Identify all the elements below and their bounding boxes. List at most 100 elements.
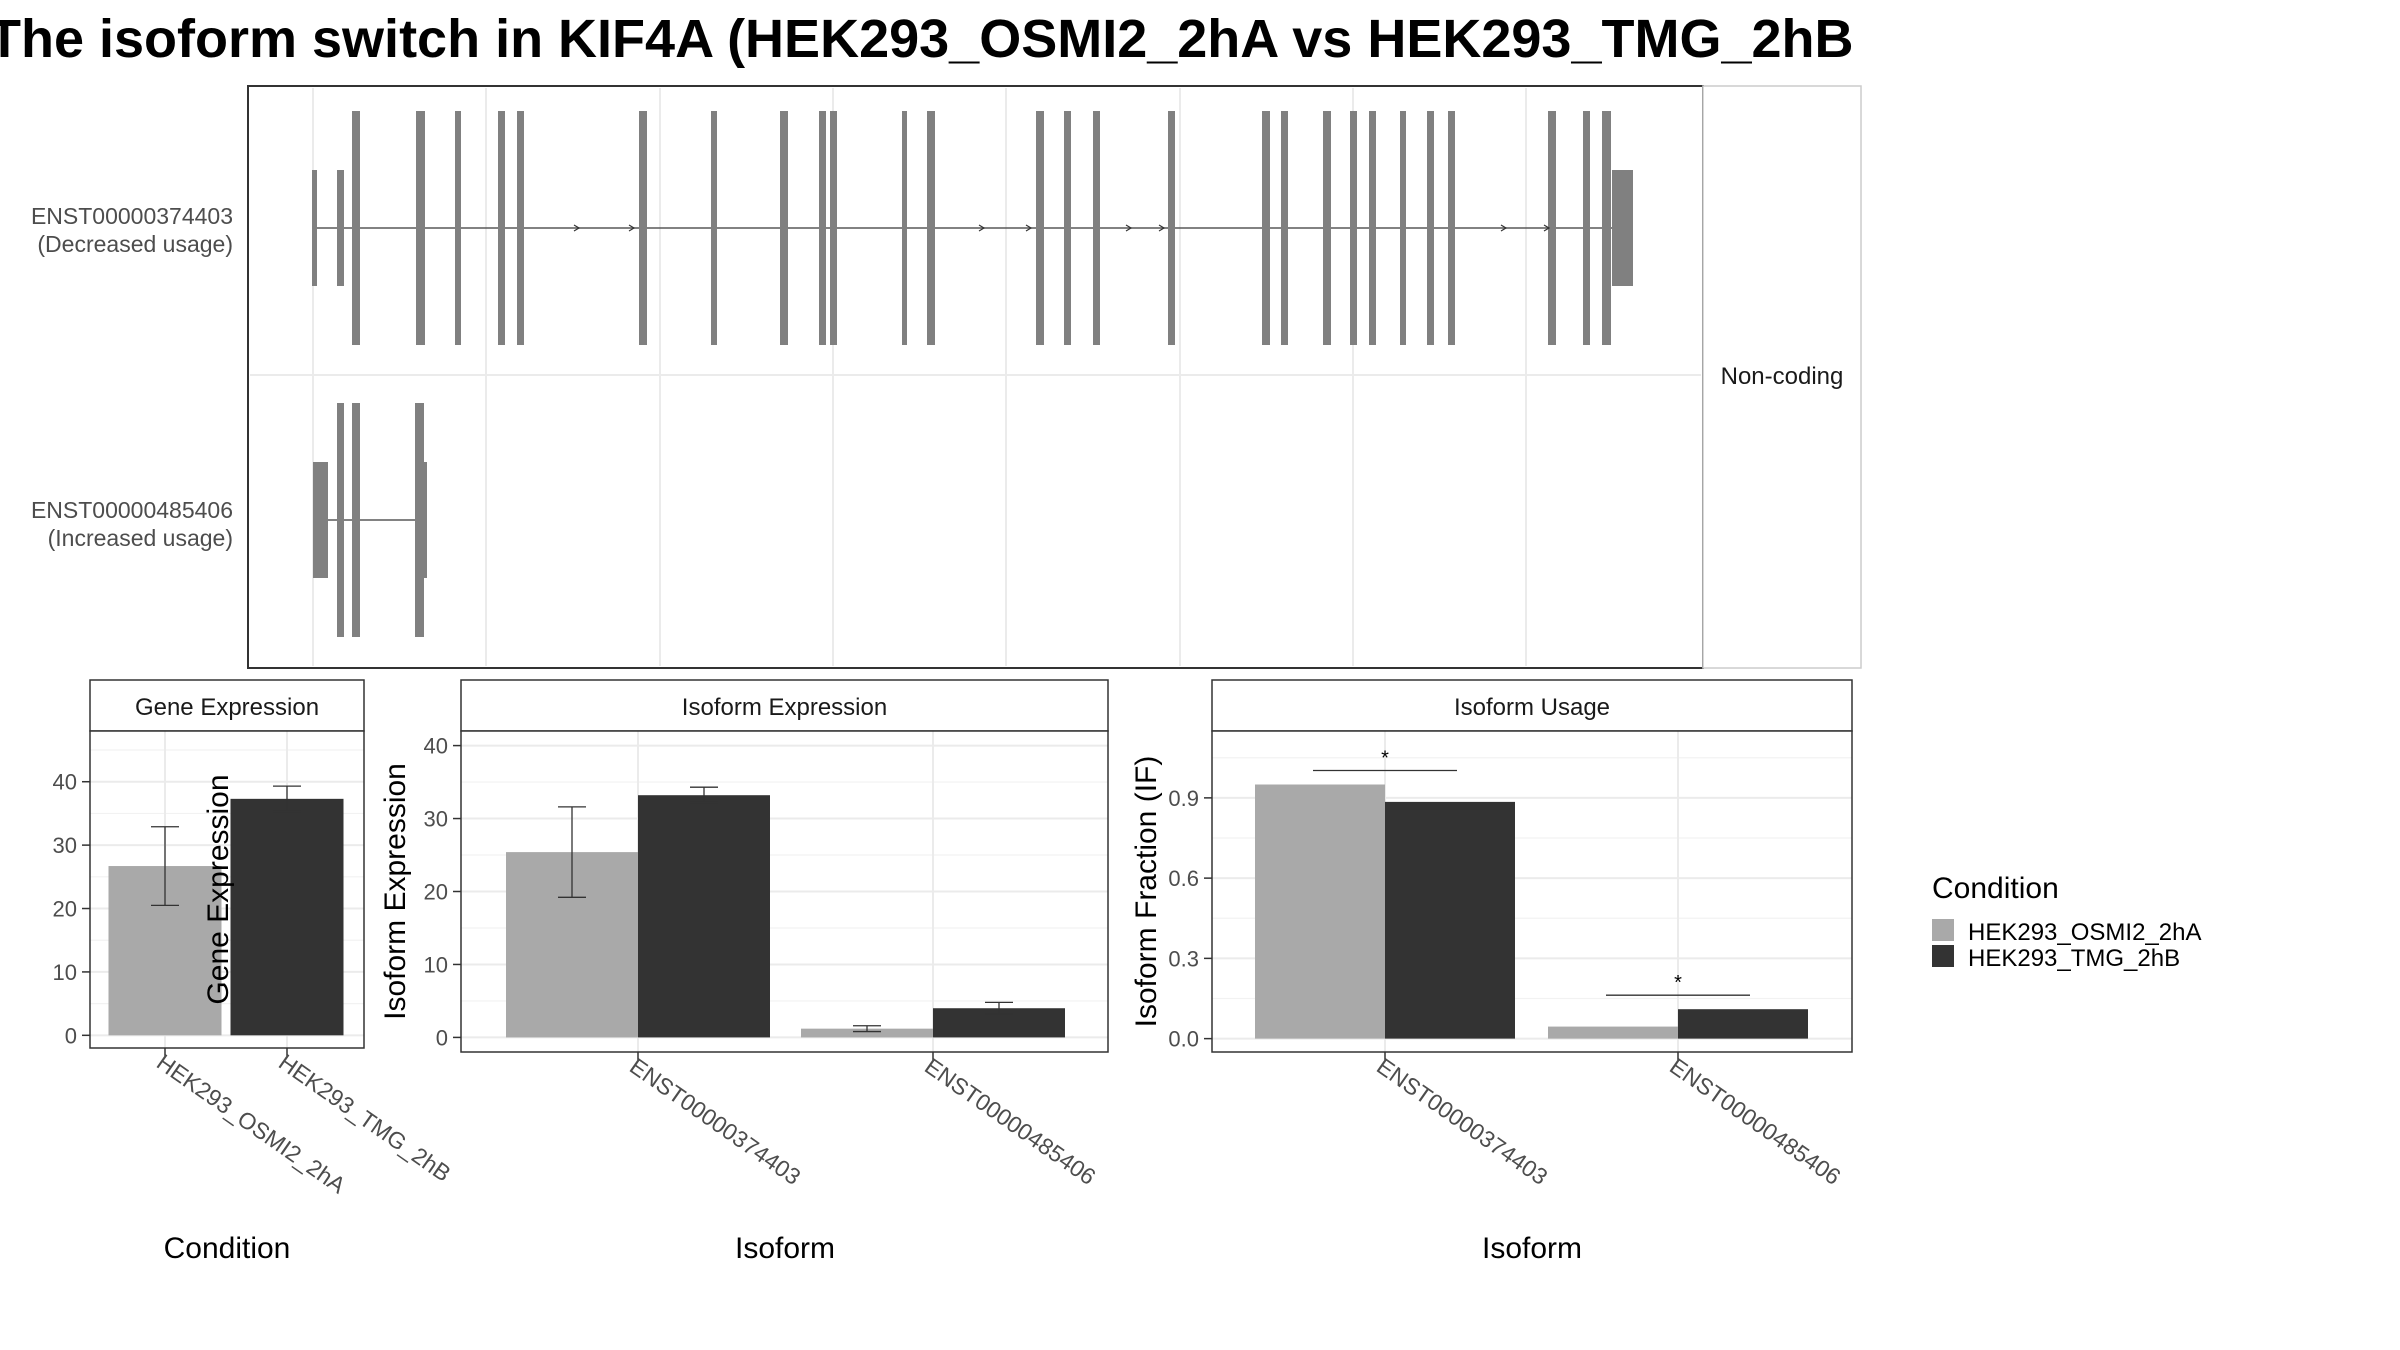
exon xyxy=(927,111,935,345)
strand-arrow xyxy=(1025,224,1033,232)
chart-panel-2: Isoform Expression 0 10 20 30 40 ENST000003744… xyxy=(379,679,1109,1265)
figure-title: The isoform switch in KIF4A (HEK293_OSMI… xyxy=(0,9,1854,69)
transcript-structures xyxy=(312,111,1633,637)
x-axis-title: Isoform xyxy=(1482,1232,1582,1265)
significance-label: * xyxy=(1381,748,1389,770)
panel-title: Isoform Usage xyxy=(1454,694,1610,721)
y-tick-label: 0.3 xyxy=(1168,946,1199,971)
exon xyxy=(819,111,826,345)
exon xyxy=(830,111,837,345)
bar xyxy=(1678,1009,1808,1039)
transcript-1-usage: (Decreased usage) xyxy=(37,231,233,257)
exon xyxy=(1064,111,1071,345)
strand-arrow xyxy=(1543,224,1551,232)
x-tick-label: ENST00000485406 xyxy=(920,1053,1100,1190)
panel-title: Isoform Expression xyxy=(682,694,887,721)
bar-chart-panels: Gene Expression010203040HEK293_OSMI2_2hA… xyxy=(53,679,1853,1265)
structure-gridlines xyxy=(250,88,1701,666)
x-tick-label: ENST00000374403 xyxy=(1372,1053,1552,1190)
legend: Condition HEK293_OSMI2_2hA HEK293_TMG_2h… xyxy=(1932,872,2201,972)
y-tick-label: 30 xyxy=(53,833,77,858)
legend-label-b: HEK293_TMG_2hB xyxy=(1968,945,2180,972)
bar xyxy=(1548,1026,1678,1039)
y-axis-title: Isoform Expression xyxy=(379,763,412,1020)
bar xyxy=(1385,801,1515,1039)
exon xyxy=(1369,111,1376,345)
y-tick-label: 20 xyxy=(424,880,448,905)
exon xyxy=(1281,111,1288,345)
bar xyxy=(638,795,770,1038)
bar xyxy=(230,798,344,1036)
y-axis-title: Gene Expression xyxy=(202,774,235,1004)
transcript-2-usage: (Increased usage) xyxy=(48,525,233,551)
panel-title: Gene Expression xyxy=(135,694,319,721)
exon xyxy=(352,403,360,637)
y-tick-label: 40 xyxy=(53,770,77,795)
x-axis-title: Condition xyxy=(164,1232,291,1265)
structure-panel: Non-coding ENST00000374403 (Decreased us… xyxy=(31,85,1862,669)
strand-arrow xyxy=(978,224,986,232)
legend-label-a: HEK293_OSMI2_2hA xyxy=(1968,919,2201,946)
exon xyxy=(639,111,647,345)
y-tick-label: 0.0 xyxy=(1168,1027,1199,1052)
exon xyxy=(422,462,427,578)
y-tick-label: 0 xyxy=(436,1025,448,1050)
plot-frame xyxy=(1211,730,1853,1053)
exon xyxy=(313,462,328,578)
plot-frame xyxy=(89,730,365,1049)
exon xyxy=(1093,111,1100,345)
significance-label: * xyxy=(1674,972,1682,994)
bar xyxy=(801,1028,933,1038)
exon xyxy=(1427,111,1434,345)
strand-arrow xyxy=(628,224,636,232)
y-tick-label: 40 xyxy=(424,734,448,759)
x-tick-label: ENST00000485406 xyxy=(1665,1053,1845,1190)
y-tick-label: 0 xyxy=(65,1023,77,1048)
y-tick-label: 0.9 xyxy=(1168,786,1199,811)
exon xyxy=(1350,111,1357,345)
exon xyxy=(1548,111,1556,345)
exon xyxy=(1602,111,1611,345)
strand-arrow xyxy=(573,224,581,232)
exon xyxy=(1583,111,1590,345)
transcript-2-id: ENST00000485406 xyxy=(31,497,233,523)
legend-swatch-b xyxy=(1932,945,1954,967)
legend-swatch-a xyxy=(1932,919,1954,941)
exon xyxy=(1612,170,1633,286)
transcript-1-id: ENST00000374403 xyxy=(31,203,233,229)
exon xyxy=(517,111,524,345)
y-axis-title: Isoform Fraction (IF) xyxy=(1130,756,1163,1028)
structure-panel-frame xyxy=(247,85,1704,669)
exon xyxy=(780,111,788,345)
y-tick-label: 30 xyxy=(424,807,448,832)
exon xyxy=(416,111,425,345)
strand-arrow xyxy=(1500,224,1508,232)
panel-strip xyxy=(460,679,1109,732)
exon xyxy=(1168,111,1175,345)
exon xyxy=(1400,111,1406,345)
strand-arrow xyxy=(1158,224,1166,232)
exon xyxy=(352,111,360,345)
y-tick-label: 0.6 xyxy=(1168,866,1199,891)
exon xyxy=(455,111,461,345)
exon xyxy=(415,403,424,637)
y-tick-label: 10 xyxy=(53,960,77,985)
exon xyxy=(711,111,717,345)
y-tick-label: 10 xyxy=(424,952,448,977)
x-tick-label: ENST00000374403 xyxy=(625,1053,805,1190)
x-axis-title: Isoform xyxy=(735,1232,835,1265)
chart-panel-3: Isoform Usage * * 0.0 0.3 0.6 0.9 ENST000003744… xyxy=(1130,679,1853,1265)
legend-title: Condition xyxy=(1932,872,2059,905)
strip-label-non-coding: Non-coding xyxy=(1721,363,1844,390)
structure-strip xyxy=(1702,85,1862,669)
exon xyxy=(312,170,317,286)
exon xyxy=(1323,111,1331,345)
exon xyxy=(1262,111,1270,345)
exon xyxy=(337,170,344,286)
strand-arrow xyxy=(1125,224,1133,232)
exon xyxy=(498,111,505,345)
bar xyxy=(1255,784,1385,1039)
exon xyxy=(337,403,344,637)
exon xyxy=(902,111,907,345)
